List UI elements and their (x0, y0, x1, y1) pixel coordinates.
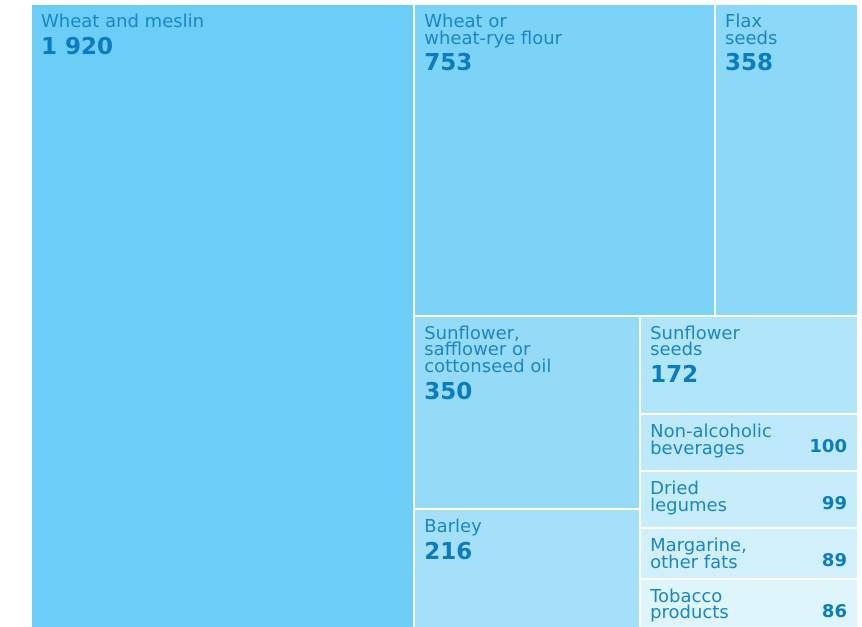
treemap-cell: Barley 216 (415, 509, 642, 627)
cell-value: 753 (424, 50, 473, 76)
cell-value: 1 920 (41, 34, 114, 60)
cell-value: 358 (725, 50, 774, 76)
cell-label: Tobacco products (650, 585, 729, 624)
cell-value: 99 (821, 493, 847, 515)
cell-label: Wheat or wheat-rye flour (424, 11, 563, 49)
treemap-cell: Flax seeds 358 (716, 5, 859, 317)
cell-label: Dried legumes (650, 478, 728, 516)
treemap-cell: Sunflower seeds 172 (641, 316, 859, 416)
cell-value: 100 (809, 436, 847, 458)
cell-label: Sunflower seeds (650, 322, 740, 361)
cell-label: Sunflower, safflower or cottonseed oil (424, 322, 552, 377)
cell-label: Barley (424, 515, 482, 537)
cell-value: 350 (424, 378, 473, 405)
cell-label: Non-alcoholic beverages (650, 421, 772, 459)
treemap-cell: Wheat and meslin 1 920 (32, 5, 416, 627)
cell-label: Margarine, other fats (650, 534, 747, 573)
treemap-cell: Dried legumes 99 (641, 472, 859, 529)
cell-value: 89 (821, 549, 847, 571)
cell-label: Flax seeds (725, 11, 778, 49)
treemap-cell: Margarine, other fats 89 (641, 528, 859, 580)
treemap-cell: Tobacco products 86 (641, 579, 859, 627)
cell-value: 216 (424, 538, 473, 565)
treemap-cell: Wheat or wheat-rye flour 753 (415, 5, 716, 317)
cell-label: Wheat and meslin (41, 11, 205, 32)
cell-value: 86 (821, 600, 847, 622)
cell-value: 172 (650, 361, 699, 388)
treemap-cell: Sunflower, safflower or cottonseed oil 35… (415, 316, 642, 510)
treemap-cell: Non-alcoholic beverages 100 (641, 415, 859, 473)
